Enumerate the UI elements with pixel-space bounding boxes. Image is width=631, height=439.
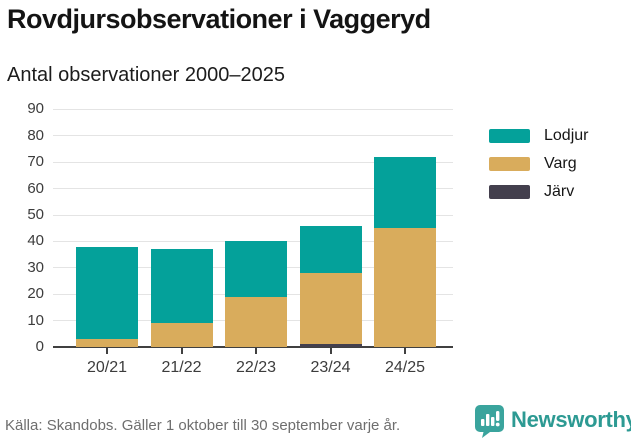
x-tick-label-21-22: 21/22 (161, 359, 202, 376)
x-tick-24-25 (404, 347, 406, 354)
brand-name: Newsworthy (511, 407, 631, 432)
y-tick-label-30: 30 (27, 258, 44, 276)
y-tick-label-10: 10 (27, 311, 44, 329)
y-tick-label-40: 40 (27, 232, 44, 250)
x-tick-label-24-25: 24/25 (384, 359, 426, 376)
x-tick-20-21 (106, 347, 108, 354)
brand-lockup: Newsworthy (475, 405, 631, 438)
legend-item-varg: Varg (489, 154, 588, 173)
y-tick-label-90: 90 (27, 100, 44, 118)
newsworthy-logo-icon (475, 405, 504, 438)
gridline-90 (53, 108, 453, 110)
legend-swatch-varg (489, 156, 530, 171)
gridline-80 (53, 135, 453, 137)
bar-23-24-varg (299, 273, 362, 345)
bar-22-23-lodjur (225, 241, 287, 297)
bar-20-21-lodjur (76, 246, 138, 340)
bar-24-25-varg (374, 228, 436, 347)
y-tick-label-20: 20 (27, 285, 44, 303)
x-tick-22-23 (255, 347, 257, 354)
bar-23-24-järv (299, 344, 362, 347)
chart-subtitle: Antal observationer 2000–2025 (7, 64, 285, 86)
legend: Lodjur Varg Järv (489, 126, 588, 210)
x-tick-label-23-24: 23/24 (310, 359, 351, 376)
y-tick-label-70: 70 (27, 153, 44, 171)
legend-item-lodjur: Lodjur (489, 126, 588, 145)
y-tick-label-0: 0 (35, 338, 44, 355)
legend-swatch-lodjur (489, 128, 530, 143)
legend-label-varg: Varg (544, 154, 577, 172)
x-axis-line (53, 346, 453, 348)
legend-swatch-järv (489, 184, 530, 199)
legend-label-lodjur: Lodjur (544, 126, 589, 144)
y-tick-label-50: 50 (27, 206, 44, 223)
gridline-50 (53, 214, 453, 216)
y-tick-label-60: 60 (27, 179, 44, 197)
gridline-70 (53, 161, 453, 163)
x-tick-23-24 (329, 347, 332, 354)
bar-22-23-varg (225, 296, 287, 347)
legend-label-järv: Järv (544, 182, 575, 200)
gridline-60 (53, 188, 453, 190)
plot-area (53, 104, 453, 348)
x-tick-label-22-23: 22/23 (235, 359, 277, 376)
bar-21-22-varg (150, 323, 213, 347)
y-tick-label-80: 80 (27, 126, 44, 144)
bar-20-21-varg (76, 339, 138, 347)
chart-title: Rovdjursobservationer i Vaggeryd (7, 4, 431, 34)
y-axis-labels: 0 10 20 30 40 50 60 70 80 90 (0, 0, 44, 360)
source-note: Källa: Skandobs. Gäller 1 oktober till 3… (5, 417, 401, 434)
bar-23-24-lodjur (299, 225, 362, 274)
x-tick-label-20-21: 20/21 (86, 359, 128, 376)
x-tick-21-22 (180, 347, 183, 354)
bar-24-25-lodjur (374, 156, 436, 229)
legend-item-järv: Järv (489, 182, 588, 201)
bar-21-22-lodjur (150, 249, 213, 324)
